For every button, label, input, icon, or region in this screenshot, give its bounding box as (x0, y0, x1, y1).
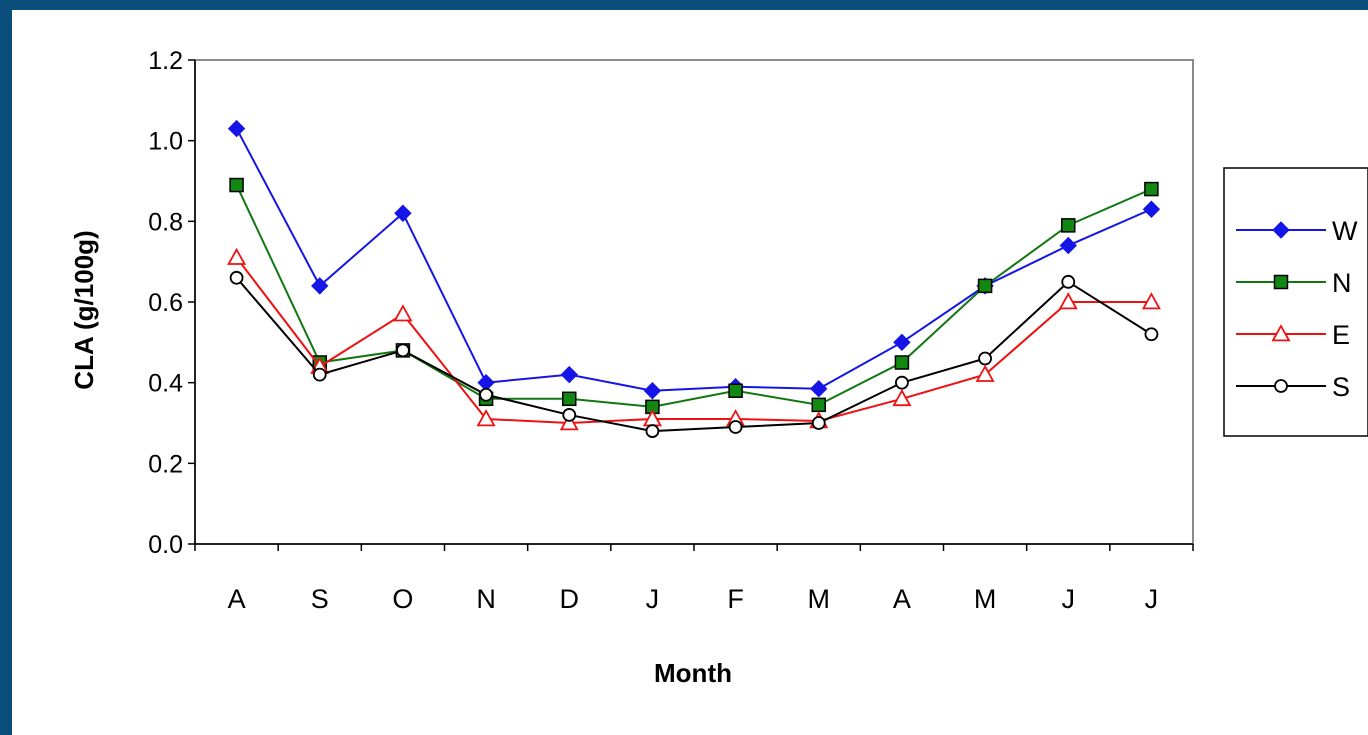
data-point-e (892, 388, 912, 407)
legend-label-e: E (1332, 320, 1350, 350)
data-point-w (893, 333, 911, 352)
y-tick-label: 0.2 (148, 450, 183, 478)
data-point-e (393, 304, 413, 322)
x-axis-label: Month (654, 658, 732, 688)
x-tick-label: O (392, 584, 413, 614)
y-tick-label: 1.2 (148, 47, 183, 75)
x-tick-label: F (727, 584, 744, 614)
line-chart: 0.0 0.2 0.4 0.6 0.8 1.0 1.2 A S O N D J F M A M J J CLA (g… (69, 47, 1368, 688)
data-point-n (977, 278, 993, 294)
x-tick-label: A (228, 584, 246, 614)
data-point-n (229, 177, 244, 193)
y-tick-label: 0.8 (148, 208, 183, 236)
legend-item-w: W (1236, 216, 1358, 246)
x-tick-label: J (1062, 584, 1076, 614)
legend-label-w: W (1332, 216, 1358, 246)
data-point-n (562, 391, 577, 407)
data-point-n (894, 355, 910, 370)
series-line-w (235, 128, 1152, 392)
legend-item-n: N (1236, 268, 1352, 298)
data-point-e (476, 409, 496, 427)
series-s (229, 270, 1159, 438)
data-point-w (311, 277, 329, 295)
x-tick-label: N (476, 584, 496, 614)
x-tick-label: J (646, 584, 660, 614)
data-point-e (1141, 292, 1161, 310)
data-point-s (645, 424, 660, 438)
data-point-s (728, 420, 743, 434)
y-tick-label: 0.4 (148, 370, 183, 398)
y-tick-label: 0.0 (148, 531, 183, 559)
data-point-w (227, 119, 246, 138)
data-point-e (975, 364, 995, 382)
data-point-w (643, 382, 662, 400)
data-point-w (1142, 200, 1161, 218)
x-tick-label: S (311, 584, 329, 614)
data-point-s (396, 343, 410, 358)
data-point-s (811, 416, 826, 430)
legend-item-e: E (1236, 320, 1350, 350)
x-tick-label: D (560, 584, 580, 614)
plot-area-border (194, 59, 1194, 545)
legend-item-s: S (1236, 372, 1350, 402)
chart-panel: 0.0 0.2 0.4 0.6 0.8 1.0 1.2 A S O N D J F M A M J J CLA (g… (12, 10, 1368, 735)
series-line-s (235, 277, 1152, 433)
legend-box (1223, 167, 1368, 437)
data-point-n (1061, 218, 1076, 233)
legend-marker-w (1272, 221, 1290, 239)
y-tick-label: 0.6 (148, 289, 183, 317)
legend-label-n: N (1332, 268, 1352, 298)
data-point-s (895, 375, 909, 390)
y-axis-label: CLA (g/100g) (69, 230, 99, 389)
data-point-n (1144, 181, 1159, 197)
data-point-e (1058, 292, 1078, 310)
legend-marker-n (1273, 274, 1289, 290)
series-line-e (235, 257, 1152, 425)
data-point-w (1059, 236, 1077, 255)
data-point-e (559, 413, 579, 431)
series-e (227, 247, 1161, 431)
data-point-w (560, 365, 578, 384)
data-point-s (562, 408, 577, 422)
y-tick-label: 1.0 (148, 128, 183, 156)
data-point-n (728, 383, 743, 398)
data-point-s (312, 367, 327, 382)
legend-marker-e (1271, 324, 1291, 342)
x-tick-label: A (893, 584, 911, 614)
data-point-w (394, 204, 412, 222)
series-n (229, 177, 1159, 415)
data-point-w (810, 380, 828, 398)
x-tick-label: M (974, 584, 997, 614)
data-point-s (1061, 274, 1076, 289)
x-tick-label: M (808, 584, 831, 614)
series-line-n (235, 184, 1152, 408)
data-point-s (479, 387, 493, 402)
data-point-s (1144, 327, 1159, 342)
data-point-s (978, 351, 992, 366)
legend-label-s: S (1332, 372, 1350, 402)
legend-marker-s (1274, 379, 1288, 393)
x-tick-label: J (1145, 584, 1159, 614)
data-point-n (811, 397, 826, 413)
data-point-e (227, 247, 247, 265)
series-w (227, 119, 1161, 400)
data-point-s (229, 270, 244, 285)
